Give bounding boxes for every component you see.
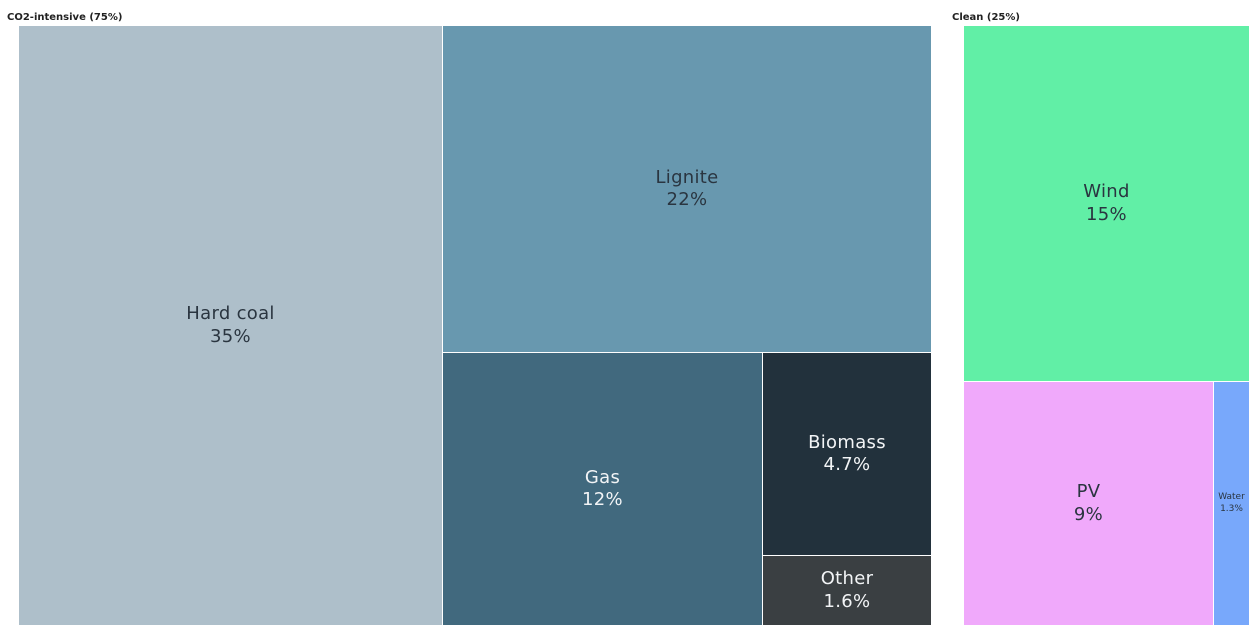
tile-pv[interactable]: PV 9% xyxy=(964,382,1214,626)
tile-value: 22% xyxy=(666,189,708,210)
tile-value: 1.6% xyxy=(823,590,871,612)
tile-value: 15% xyxy=(1086,203,1127,225)
tile-value: 4.7% xyxy=(823,454,871,475)
group-label-co2-intensive: CO2-intensive (75%) xyxy=(7,12,123,23)
tile-value: 35% xyxy=(210,325,251,347)
tile-value: 1.3% xyxy=(1220,503,1243,514)
tile-biomass[interactable]: Biomass 4.7% xyxy=(763,353,932,556)
treemap-group-clean: Wind 15% PV 9% Water 1.3% xyxy=(964,26,1250,626)
tile-label: PV xyxy=(1076,481,1101,502)
treemap-group-co2-intensive: Hard coal 35% Lignite 22% Gas 12% Biomas… xyxy=(19,26,932,626)
tile-label: Other xyxy=(820,568,874,589)
tile-hard-coal[interactable]: Hard coal 35% xyxy=(19,26,443,626)
tile-label: Biomass xyxy=(808,431,886,453)
tile-label: Gas xyxy=(584,466,621,488)
tile-label: Wind xyxy=(1083,181,1130,202)
tile-lignite[interactable]: Lignite 22% xyxy=(443,26,932,353)
group-label-clean: Clean (25%) xyxy=(952,12,1020,23)
tile-label: Water xyxy=(1218,492,1245,503)
tile-value: 12% xyxy=(582,489,623,510)
tile-value: 9% xyxy=(1073,503,1104,525)
tile-gas[interactable]: Gas 12% xyxy=(443,353,763,626)
tile-label: Hard coal xyxy=(186,303,275,324)
tile-other[interactable]: Other 1.6% xyxy=(763,556,932,626)
tile-water[interactable]: Water 1.3% xyxy=(1214,382,1250,626)
tile-wind[interactable]: Wind 15% xyxy=(964,26,1250,382)
tile-label: Lignite xyxy=(655,166,719,188)
